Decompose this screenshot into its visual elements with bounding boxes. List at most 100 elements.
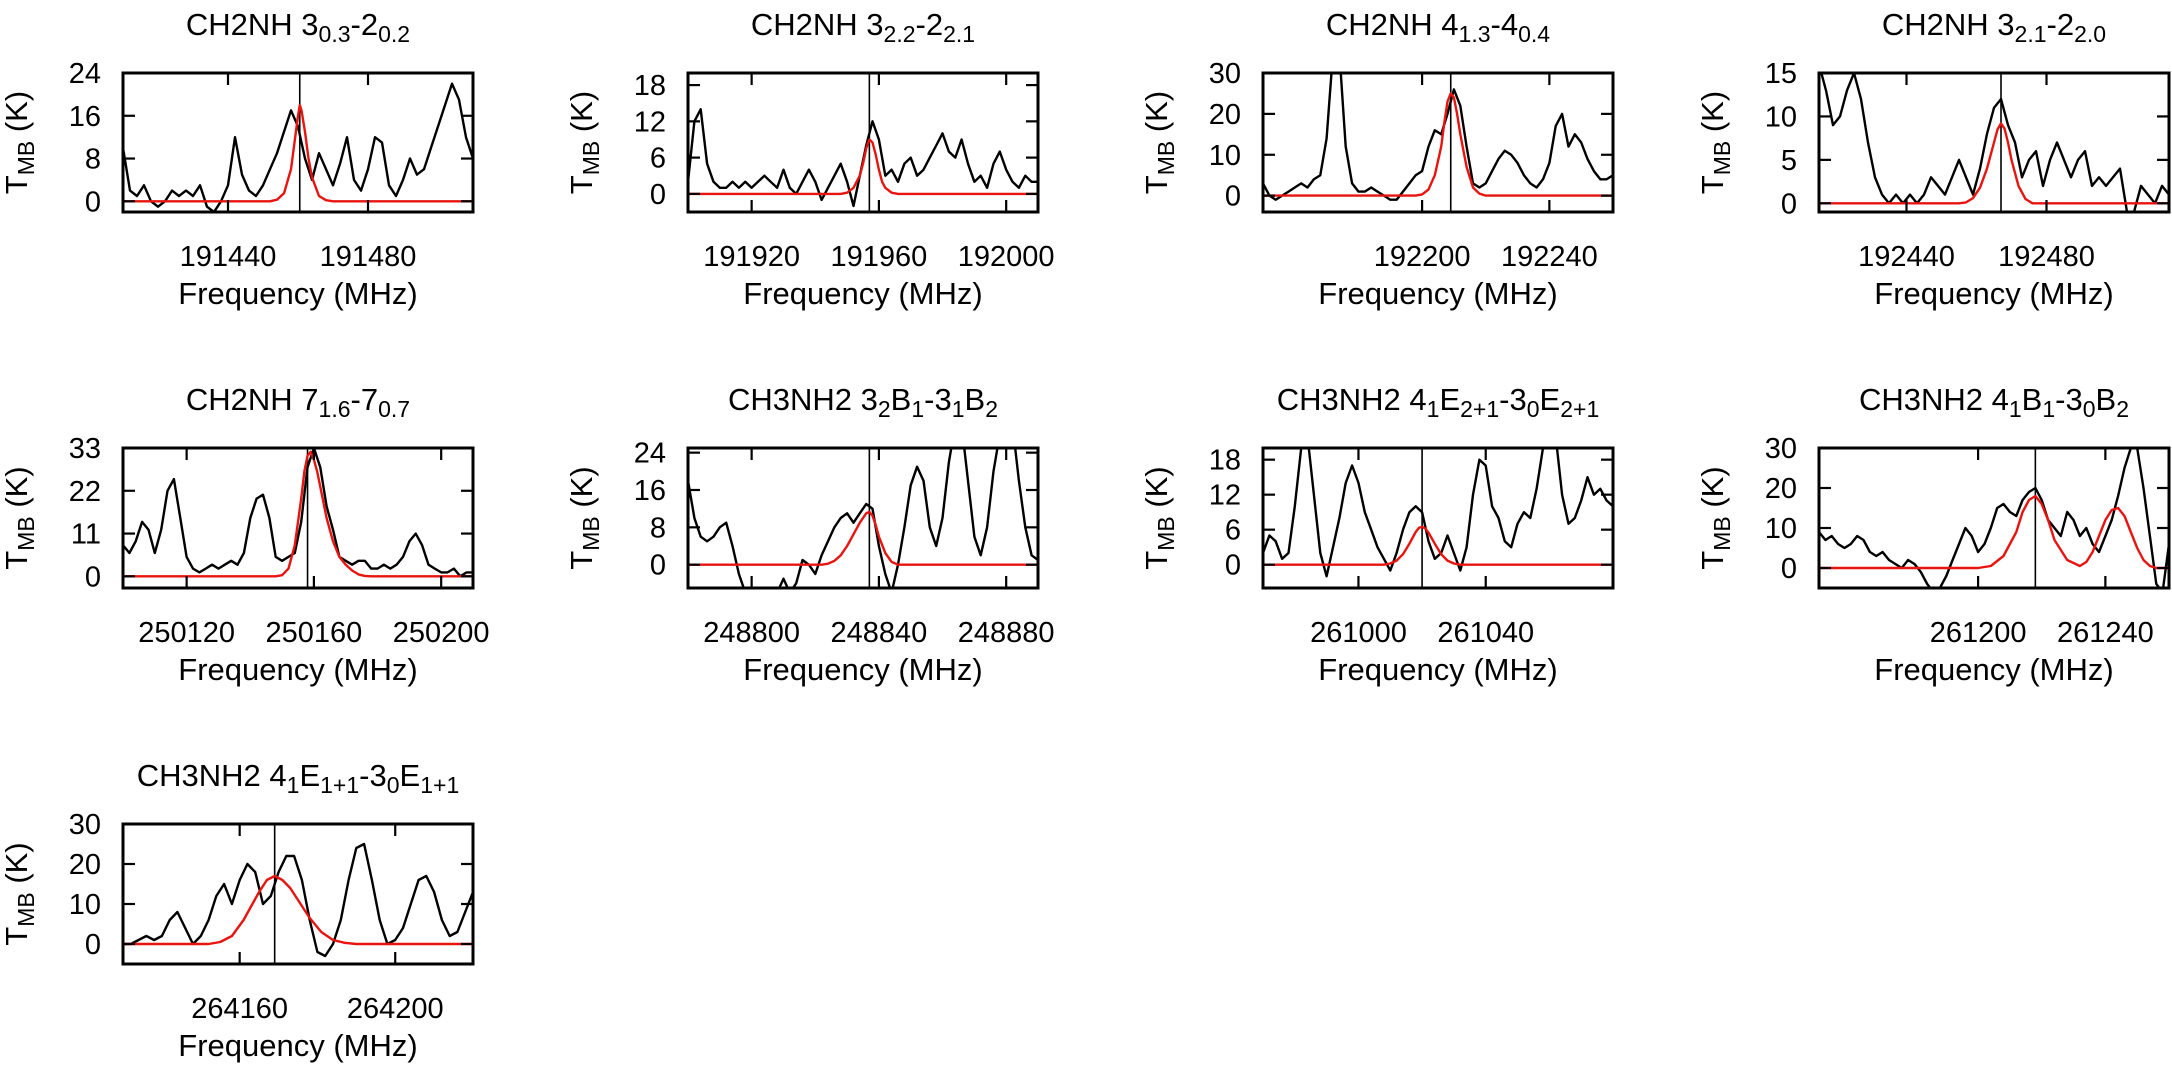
plot-frame [1261, 71, 1615, 214]
plot-frame [1261, 446, 1615, 590]
y-label-unit: (K) [1139, 466, 1174, 516]
y-tick-label: 0 [85, 929, 101, 961]
x-axis-label: Frequency (MHz) [743, 652, 982, 687]
data-curves [123, 448, 473, 588]
chart-panel-5: CH2NH 71.6-70.7 0 11 22 33 250120 250160 250200… [0, 382, 490, 687]
x-axis-label: Frequency (MHz) [178, 652, 417, 687]
y-tick-label: 8 [85, 144, 101, 176]
y-label-unit: (K) [0, 842, 34, 892]
observed-spectrum-line [123, 842, 473, 958]
y-tick-label: 12 [634, 106, 666, 138]
observed-spectrum-line [688, 108, 1038, 208]
title-subscript: 0 [387, 772, 400, 798]
y-tick-label: 24 [634, 438, 666, 470]
y-tick-label: 11 [71, 519, 101, 551]
y-tick-label: 0 [1781, 188, 1797, 220]
y-label-main: T [564, 175, 599, 194]
x-axis-label: Frequency (MHz) [178, 1028, 417, 1063]
y-tick-label: 0 [650, 179, 666, 211]
y-label-unit: (K) [0, 91, 34, 141]
data-curves [1263, 73, 1613, 212]
title-segment: -4 [1491, 7, 1519, 42]
title-subscript: 0.7 [378, 396, 410, 422]
x-tick-label: 250160 [266, 617, 363, 649]
x-tick-label: 192200 [1374, 241, 1471, 273]
title-subscript: 1 [2009, 396, 2022, 422]
y-axis-label: TMB (K) [0, 466, 39, 569]
x-tick-label: 261040 [1437, 617, 1534, 649]
y-tick-label: 16 [69, 101, 101, 133]
title-segment: E [1439, 382, 1460, 417]
y-tick-label: 10 [1765, 101, 1797, 133]
chart-title: CH3NH2 41E1+1-30E1+1 [137, 758, 459, 798]
x-axis-label: Frequency (MHz) [1874, 276, 2113, 311]
title-subscript: 2+1 [1460, 396, 1499, 422]
x-axis-label: Frequency (MHz) [1874, 652, 2113, 687]
x-axis-label: Frequency (MHz) [743, 276, 982, 311]
title-segment: B [2022, 382, 2043, 417]
x-tick-label: 191920 [703, 241, 800, 273]
x-tick-label: 250120 [138, 617, 235, 649]
title-subscript: 1+1 [420, 772, 459, 798]
y-tick-label: 10 [69, 889, 101, 921]
title-segment: CH3NH2 4 [137, 758, 287, 793]
data-curves [1263, 448, 1613, 588]
y-axis-label: TMB (K) [0, 842, 39, 945]
title-subscript: 2 [2116, 396, 2129, 422]
title-segment: E [1540, 382, 1561, 417]
title-subscript: 0.3 [319, 21, 351, 47]
y-tick-label: 20 [69, 849, 101, 881]
y-label-subscript: MB [1153, 141, 1179, 176]
observed-spectrum-line [123, 82, 473, 212]
y-axis-label: TMB (K) [1695, 91, 1735, 194]
chart-panel-4: CH2NH 32.1-22.0 0 5 10 15 192440 192480Frequen… [1695, 7, 2171, 311]
chart-panel-1: CH2NH 30.3-20.2 0 8 16 24 191440 191480Frequen… [0, 7, 475, 311]
y-tick-label: 8 [650, 512, 666, 544]
y-label-main: T [1695, 551, 1730, 570]
y-tick-label: 22 [69, 476, 101, 508]
y-tick-label: 30 [1209, 58, 1241, 90]
title-segment: E [400, 758, 421, 793]
title-segment: CH3NH2 3 [728, 382, 878, 417]
title-segment: B [891, 382, 912, 417]
model-spectrum-line [1819, 494, 2169, 570]
y-label-unit: (K) [1695, 466, 1730, 516]
chart-title: CH2NH 41.3-40.4 [1326, 7, 1550, 47]
chart-title: CH3NH2 41E2+1-30E2+1 [1277, 382, 1599, 422]
title-segment: CH2NH 3 [751, 7, 884, 42]
title-subscript: 2.0 [2074, 21, 2106, 47]
y-tick-label: 5 [1781, 145, 1797, 177]
x-axis-label: Frequency (MHz) [1318, 276, 1557, 311]
title-subscript: 1.3 [1459, 21, 1491, 47]
title-subscript: 1+1 [320, 772, 359, 798]
observed-spectrum-line [1819, 448, 2169, 588]
y-label-subscript: MB [13, 892, 39, 927]
y-tick-label: 33 [69, 433, 101, 465]
y-label-main: T [0, 175, 34, 194]
y-label-unit: (K) [0, 466, 34, 516]
title-subscript: 1 [287, 772, 300, 798]
observed-spectrum-line [688, 448, 1038, 588]
title-subscript: 1 [2042, 396, 2055, 422]
y-tick-label: 20 [1765, 473, 1797, 505]
y-tick-label: 6 [1225, 515, 1241, 547]
title-segment: CH3NH2 4 [1859, 382, 2009, 417]
x-tick-label: 264160 [191, 993, 288, 1025]
x-tick-label: 248800 [703, 617, 800, 649]
model-spectrum-line [123, 450, 473, 578]
y-tick-label: 10 [1765, 513, 1797, 545]
title-segment: -2 [916, 7, 944, 42]
x-tick-label: 192240 [1501, 241, 1598, 273]
y-axis-label: TMB (K) [0, 91, 39, 194]
title-segment: -2 [2047, 7, 2075, 42]
y-label-unit: (K) [1695, 91, 1730, 141]
observed-spectrum-line [1263, 73, 1613, 201]
y-label-main: T [564, 551, 599, 570]
chart-title: CH2NH 32.1-22.0 [1882, 7, 2106, 47]
y-tick-label: 12 [1209, 480, 1241, 512]
y-label-main: T [0, 551, 34, 570]
model-spectrum-line [1263, 92, 1613, 197]
y-tick-label: 10 [1209, 140, 1241, 172]
title-segment: CH2NH 3 [186, 7, 319, 42]
y-label-main: T [0, 927, 34, 946]
